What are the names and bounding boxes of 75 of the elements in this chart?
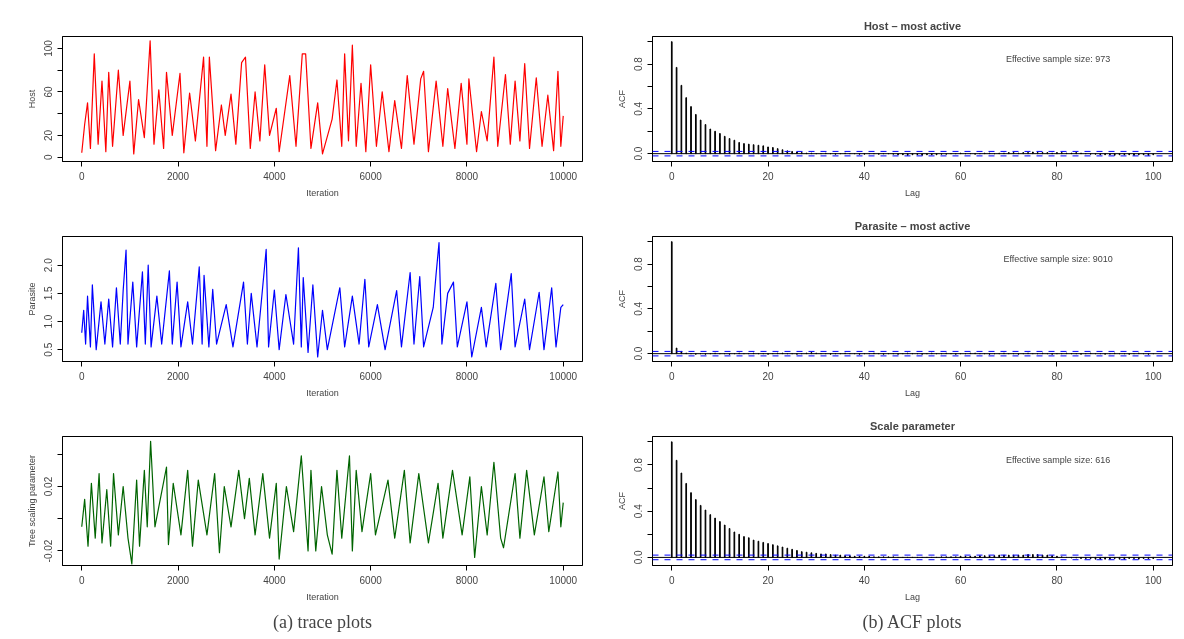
x-tick-label: 6000 [359, 574, 383, 586]
annotation: Effective sample size: 9010 [1003, 254, 1113, 264]
y-tick-label: 0.4 [633, 503, 645, 519]
x-tick-label: 0 [668, 574, 675, 586]
x-tick-label: 2000 [166, 170, 190, 182]
x-tick-label: 8000 [455, 574, 479, 586]
x-tick-label: 40 [858, 574, 871, 586]
x-tick-label: 10000 [549, 370, 578, 382]
x-tick-label: 2000 [166, 370, 190, 382]
x-tick-label: 8000 [455, 170, 479, 182]
x-axis-title: Iteration [306, 187, 339, 198]
x-tick-label: 0 [78, 370, 85, 382]
chart-title: Scale parameter [870, 419, 956, 432]
y-tick-label: -0.02 [43, 539, 55, 563]
y-tick-label: 1.5 [43, 285, 55, 301]
x-tick-label: 60 [955, 370, 967, 382]
y-tick-label: 60 [43, 85, 55, 98]
text: (a) trace plots [273, 611, 372, 633]
chart-title: Host – most active [863, 19, 962, 32]
x-tick-label: 80 [1051, 574, 1063, 586]
x-tick-label: 60 [955, 574, 967, 586]
x-tick-label: 6000 [359, 370, 383, 382]
x-tick-label: 40 [858, 170, 871, 182]
y-tick-label: 20 [43, 129, 55, 141]
x-tick-label: 80 [1051, 170, 1063, 182]
y-tick-label: 0.0 [633, 146, 645, 161]
y-tick-label: 0.5 [43, 342, 55, 357]
chart-title: Parasite – most active [854, 219, 971, 232]
x-tick-label: 60 [955, 170, 967, 182]
x-tick-label: 100 [1144, 574, 1163, 586]
x-tick-label: 10000 [549, 170, 578, 182]
x-tick-label: 8000 [455, 370, 479, 382]
annotation: Effective sample size: 973 [1005, 54, 1111, 64]
x-axis-title: Lag [904, 187, 921, 198]
x-tick-label: 100 [1144, 370, 1163, 382]
x-tick-label: 4000 [263, 170, 286, 182]
y-tick-label: 1.0 [43, 314, 55, 329]
x-axis-title: Lag [904, 387, 921, 398]
y-tick-label: 0 [43, 153, 55, 160]
x-axis-title: Iteration [306, 387, 339, 398]
y-tick-label: 0.0 [633, 346, 645, 361]
y-tick-label: 0.02 [43, 476, 55, 497]
text: (b) ACF plots [862, 611, 962, 633]
y-tick-label: 0.4 [633, 301, 645, 316]
y-axis-title: Tree scaling parameter [26, 454, 37, 548]
y-axis-title: Parasite [26, 282, 37, 316]
y-tick-label: 100 [43, 39, 55, 57]
y-axis-title: ACF [616, 491, 627, 510]
y-axis-title: ACF [616, 89, 627, 108]
x-axis-title: Iteration [306, 591, 339, 602]
y-axis-title: ACF [616, 289, 627, 308]
y-tick-label: 0.0 [633, 550, 645, 565]
x-axis-title: Lag [904, 591, 921, 602]
x-tick-label: 80 [1051, 370, 1063, 382]
annotation: Effective sample size: 616 [1005, 454, 1111, 465]
x-tick-label: 10000 [549, 574, 578, 586]
y-tick-label: 2.0 [43, 257, 55, 273]
x-tick-label: 40 [858, 370, 871, 382]
y-axis-title: Host [26, 89, 37, 109]
y-tick-label: 0.8 [633, 56, 645, 71]
y-tick-label: 0.8 [633, 256, 645, 271]
y-tick-label: 0.8 [633, 457, 645, 472]
x-tick-label: 0 [668, 370, 675, 382]
x-tick-label: 20 [762, 170, 775, 182]
x-tick-label: 4000 [263, 370, 286, 382]
x-tick-label: 20 [762, 574, 775, 586]
x-tick-label: 2000 [166, 574, 190, 586]
x-tick-label: 0 [78, 170, 85, 182]
x-tick-label: 4000 [263, 574, 286, 586]
x-tick-label: 100 [1144, 170, 1163, 182]
x-tick-label: 20 [762, 370, 775, 382]
x-tick-label: 6000 [359, 170, 383, 182]
x-tick-label: 0 [78, 574, 85, 586]
y-tick-label: 0.4 [633, 101, 645, 116]
x-tick-label: 0 [668, 170, 675, 182]
